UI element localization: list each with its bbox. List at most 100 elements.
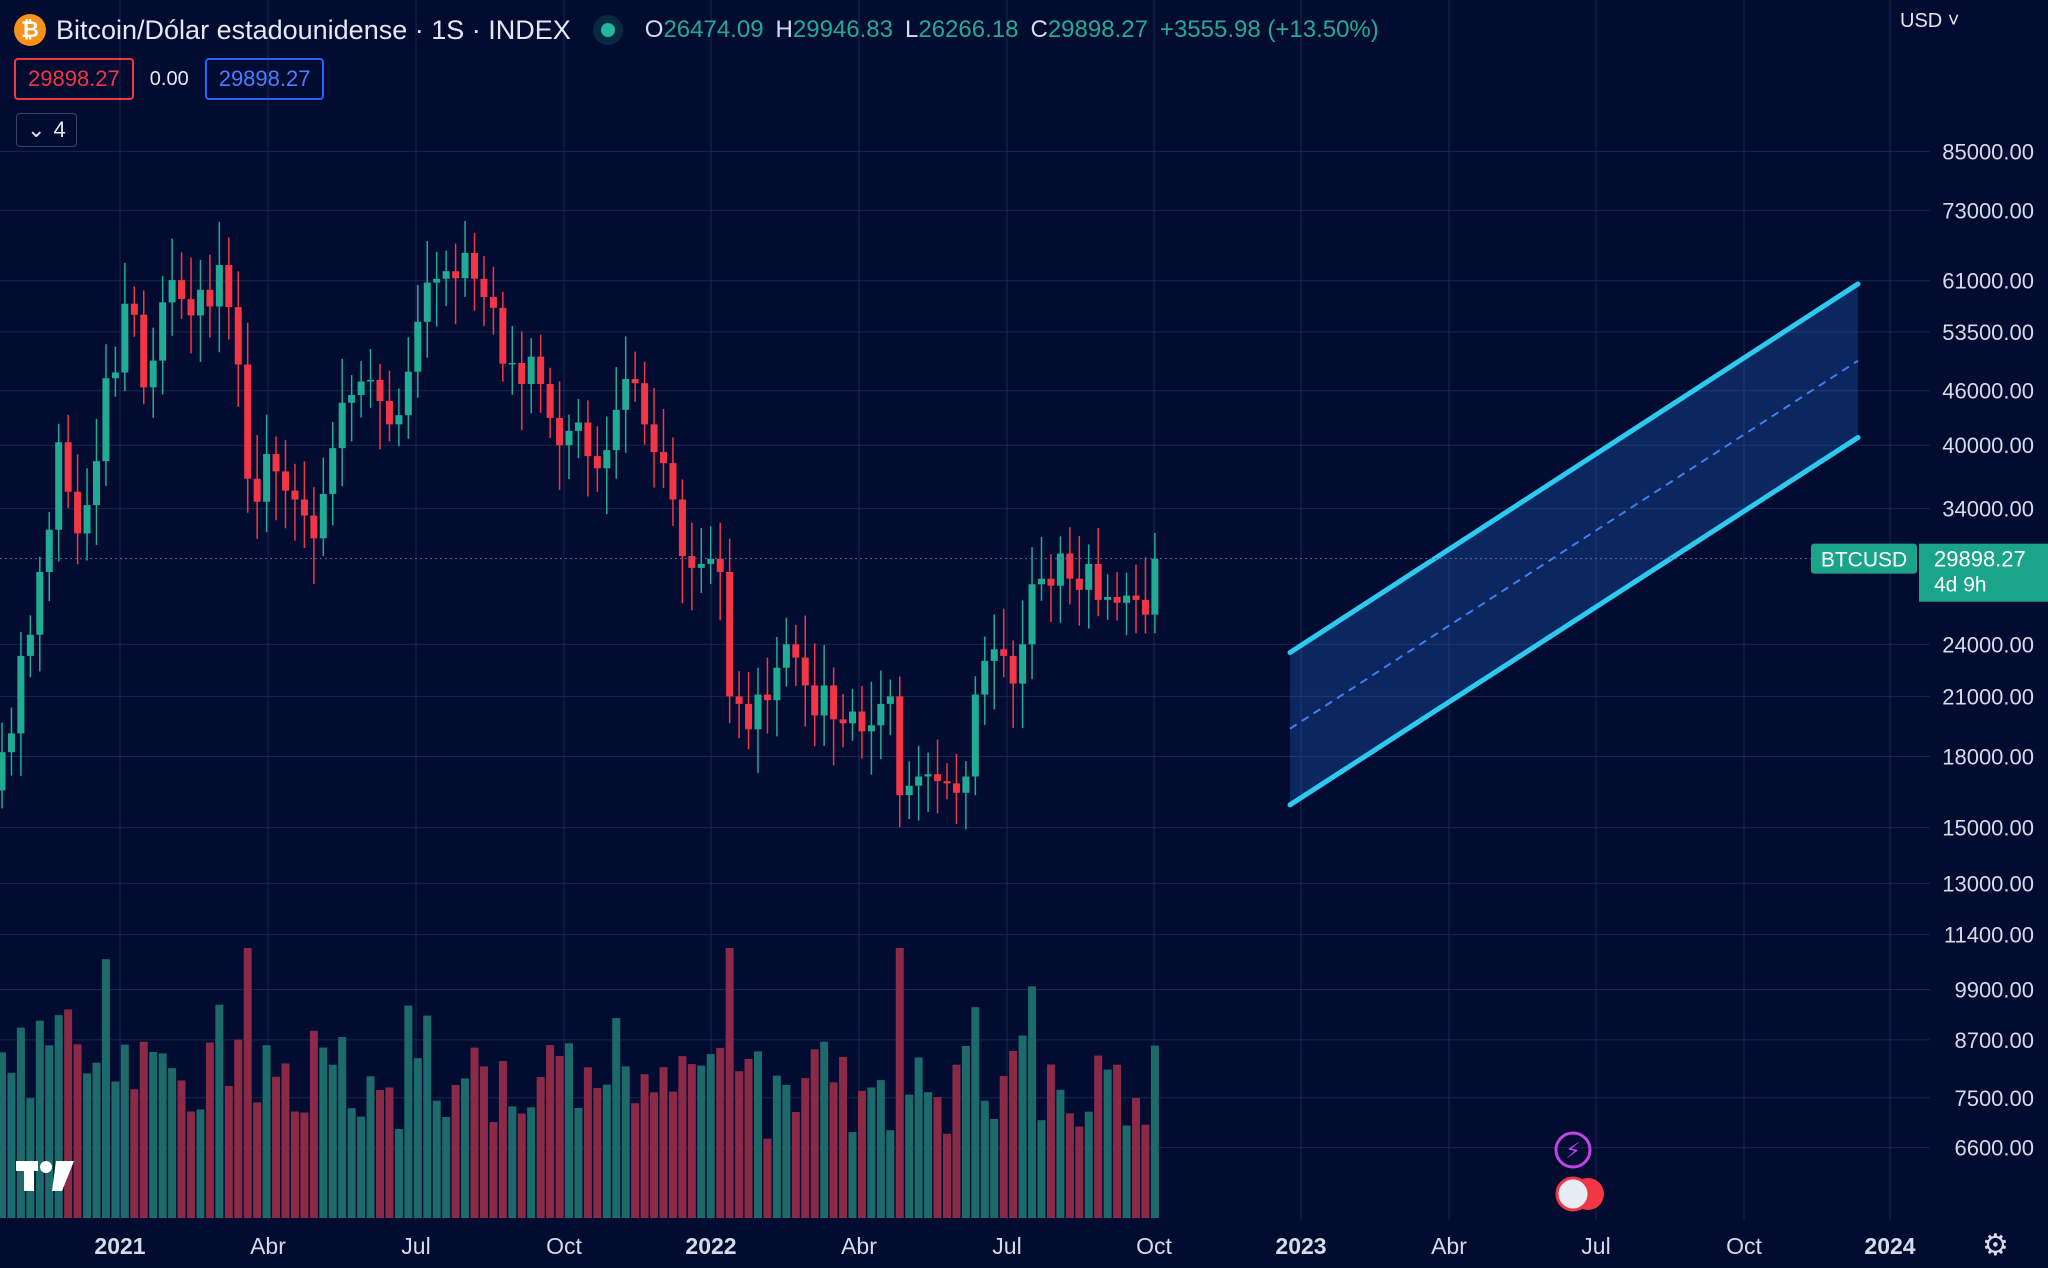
x-axis-tick-label: 2024 — [1864, 1233, 1915, 1259]
candle-body — [1141, 599, 1149, 615]
volume-bar — [177, 1080, 186, 1218]
volume-bar — [1075, 1126, 1084, 1218]
candle-body — [622, 379, 630, 410]
volume-bar — [631, 1103, 640, 1218]
candle-body — [1066, 553, 1074, 579]
candle-body — [603, 450, 611, 469]
volume-bar — [83, 1073, 92, 1218]
candle-body — [263, 454, 271, 502]
candle-body — [489, 297, 497, 308]
candle-body — [480, 278, 488, 298]
candle-body — [45, 529, 53, 572]
candle-body — [820, 685, 828, 716]
volume-bar — [1113, 1064, 1122, 1218]
candle-body — [348, 394, 356, 403]
candle-body — [338, 402, 346, 449]
candle-body — [36, 571, 44, 635]
candle-body — [196, 289, 204, 316]
volume-bar — [990, 1118, 999, 1218]
volume-bar — [668, 1091, 677, 1218]
volume-bar — [791, 1111, 800, 1218]
candle-body — [754, 694, 762, 730]
high-label: H — [775, 16, 793, 43]
candle-body — [74, 491, 82, 534]
volume-bar — [92, 1062, 101, 1218]
volume-bar — [593, 1087, 602, 1218]
volume-bar — [857, 1090, 866, 1218]
volume-bar — [782, 1084, 791, 1218]
channel-lower-line — [1287, 434, 1861, 808]
candle-body — [461, 252, 469, 279]
y-axis-tick-label: 6600.00 — [1954, 1136, 2034, 1161]
close-label: C — [1030, 16, 1048, 43]
candle-body — [55, 442, 63, 530]
volume-bar — [886, 1130, 895, 1218]
x-axis-tick-label: 2022 — [685, 1233, 736, 1259]
candle-body — [811, 685, 819, 716]
volume-bar — [1122, 1125, 1131, 1218]
volume-bar — [565, 1043, 573, 1218]
change-value: +3555.98 (+13.50%) — [1159, 16, 1379, 43]
candle-body — [556, 417, 564, 446]
candle-body — [678, 499, 686, 557]
volume-bar — [111, 1081, 120, 1218]
candle-body — [206, 289, 214, 307]
volume-bar — [262, 1045, 271, 1218]
y-axis-tick-label: 18000.00 — [1942, 744, 2034, 769]
volume-bar — [253, 1102, 262, 1218]
y-axis-tick-label: 24000.00 — [1942, 632, 2034, 657]
lightning-glyph: ⚡ — [1565, 1138, 1580, 1163]
candle-body — [111, 372, 119, 379]
candle-body — [1085, 563, 1093, 590]
volume-bar — [602, 1084, 611, 1218]
candle-body — [537, 356, 545, 385]
volume-bar — [943, 1133, 951, 1218]
candle-body — [376, 379, 384, 402]
volume-bar — [1103, 1069, 1112, 1218]
settings-icon[interactable]: ⚙ — [1982, 1229, 2009, 1262]
x-axis-tick-label: Jul — [1581, 1233, 1610, 1259]
volume-bar — [810, 1049, 819, 1218]
candle-body — [1104, 596, 1112, 600]
candle-body — [272, 454, 280, 472]
tradingview-logo-icon — [16, 1158, 76, 1203]
candle-body — [64, 442, 72, 492]
volume-bar — [130, 1089, 139, 1218]
candle-body — [168, 280, 176, 303]
y-axis-tick-label: 7500.00 — [1954, 1086, 2034, 1111]
x-axis-tick-label: Oct — [1136, 1233, 1172, 1259]
candle-body — [310, 515, 318, 539]
candle-body — [178, 280, 186, 300]
candle-body — [93, 461, 100, 506]
candle-body — [329, 448, 337, 494]
candle-body — [877, 703, 885, 726]
volume-bar — [763, 1138, 772, 1218]
candle-body — [518, 362, 526, 385]
indicators-toggle[interactable]: ⌄ 4 — [16, 113, 77, 147]
candle-body — [896, 696, 904, 796]
volume-bar — [999, 1075, 1008, 1218]
symbol-title[interactable]: Bitcoin/Dólar estadounidense · 1S · INDE… — [56, 14, 571, 45]
y-axis-tick-label: 73000.00 — [1942, 199, 2034, 224]
spread-value: 0.00 — [149, 67, 189, 90]
candle-body — [1132, 595, 1140, 600]
candle-body — [584, 422, 592, 457]
buy-price-button[interactable]: 29898.27 — [204, 58, 325, 100]
currency-selector[interactable]: USD ˅ — [1900, 10, 1960, 32]
volume-bar — [754, 1051, 762, 1218]
candle-body — [1113, 596, 1121, 603]
volume-bar — [272, 1076, 281, 1218]
volume-bar — [829, 1082, 838, 1218]
volume-bar — [101, 959, 110, 1218]
candle-body — [650, 424, 658, 453]
sell-price-button[interactable]: 29898.27 — [14, 58, 134, 100]
y-axis-tick-label: 34000.00 — [1942, 497, 2034, 522]
volume-bar — [933, 1097, 942, 1218]
candle-body — [801, 657, 809, 686]
volume-bar — [801, 1078, 810, 1218]
candle-body — [367, 379, 375, 382]
market-status-icon[interactable] — [600, 23, 615, 37]
candle-body — [83, 505, 91, 534]
volume-bar — [461, 1078, 470, 1218]
